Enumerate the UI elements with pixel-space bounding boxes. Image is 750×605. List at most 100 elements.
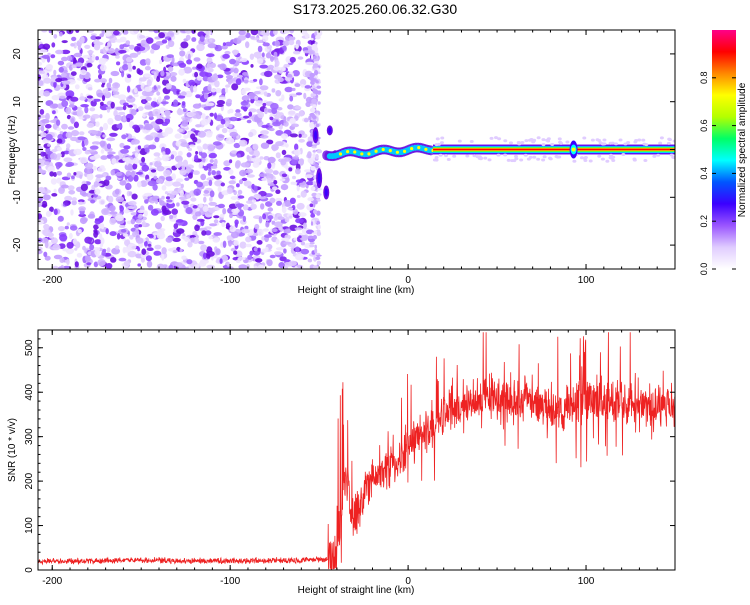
noise-speckle <box>268 127 275 132</box>
noise-speckle <box>48 30 53 34</box>
noise-speckle <box>271 228 278 233</box>
noise-speckle <box>315 123 320 128</box>
noise-speckle <box>82 54 91 59</box>
noise-speckle <box>65 107 72 115</box>
band-speckle <box>659 136 664 140</box>
noise-speckle <box>91 54 96 61</box>
noise-speckle <box>252 143 259 150</box>
noise-speckle <box>150 208 159 216</box>
noise-speckle <box>228 180 236 185</box>
noise-speckle <box>176 228 185 234</box>
noise-speckle <box>201 113 206 120</box>
noise-speckle <box>166 148 170 155</box>
noise-speckle <box>144 240 148 247</box>
noise-speckle <box>55 49 64 55</box>
noise-speckle <box>51 42 56 48</box>
noise-speckle <box>109 231 117 237</box>
band-speckle <box>600 157 605 161</box>
noise-speckle <box>210 88 217 93</box>
noise-speckle <box>274 59 280 67</box>
noise-speckle <box>69 232 73 240</box>
noise-speckle <box>144 86 153 92</box>
noise-speckle <box>162 151 166 156</box>
noise-speckle <box>229 116 238 122</box>
noise-speckle <box>267 215 274 220</box>
noise-speckle <box>110 169 116 176</box>
noise-speckle <box>179 189 184 197</box>
noise-speckle <box>135 253 143 258</box>
noise-speckle <box>196 181 204 188</box>
noise-speckle <box>56 146 63 152</box>
noise-speckle <box>198 164 203 169</box>
noise-speckle <box>240 162 250 168</box>
noise-speckle <box>180 91 187 96</box>
band-speckle <box>438 153 443 157</box>
noise-speckle <box>105 175 112 181</box>
noise-speckle <box>198 103 202 107</box>
noise-speckle <box>105 263 113 269</box>
noise-speckle <box>185 207 193 215</box>
noise-speckle <box>159 200 165 206</box>
noise-speckle <box>99 33 104 38</box>
band-speckle <box>497 137 502 141</box>
noise-speckle <box>139 180 148 188</box>
snr-ytick-label: 500 <box>24 339 35 356</box>
noise-speckle <box>315 35 321 40</box>
noise-speckle <box>84 106 89 114</box>
snr-ytick-label: 100 <box>24 517 35 534</box>
noise-speckle <box>296 202 305 210</box>
noise-speckle <box>184 236 190 242</box>
noise-speckle <box>198 240 205 245</box>
noise-speckle <box>186 152 192 158</box>
noise-speckle <box>253 78 258 82</box>
noise-speckle <box>220 182 225 187</box>
noise-speckle <box>261 124 269 129</box>
noise-speckle <box>295 246 300 253</box>
noise-speckle <box>42 43 51 50</box>
noise-speckle <box>287 110 296 117</box>
noise-speckle <box>298 138 305 143</box>
noise-speckle <box>186 59 193 65</box>
noise-speckle <box>154 244 162 250</box>
band-speckle <box>432 158 437 162</box>
noise-speckle <box>313 175 317 180</box>
noise-speckle <box>161 110 165 118</box>
noise-speckle <box>201 230 207 236</box>
noise-speckle <box>288 167 293 172</box>
noise-speckle <box>209 190 215 198</box>
noise-speckle <box>172 213 177 218</box>
noise-speckle <box>144 123 154 131</box>
noise-speckle <box>233 142 241 149</box>
noise-speckle <box>102 134 107 138</box>
noise-speckle <box>251 199 257 203</box>
noise-speckle <box>315 193 321 199</box>
noise-speckle <box>71 64 77 69</box>
noise-speckle <box>222 208 227 215</box>
noise-speckle <box>252 157 261 164</box>
noise-speckle <box>132 163 138 170</box>
band-speckle <box>608 156 613 160</box>
noise-speckle <box>157 85 161 89</box>
noise-speckle <box>71 36 77 42</box>
noise-speckle <box>94 239 102 245</box>
noise-speckle <box>262 213 267 220</box>
noise-speckle <box>64 259 69 263</box>
noise-speckle <box>270 55 274 62</box>
noise-speckle <box>86 62 93 68</box>
noise-speckle <box>61 100 69 108</box>
band-speckle <box>559 141 564 145</box>
noise-speckle <box>230 196 238 200</box>
noise-speckle <box>153 152 161 157</box>
noise-speckle <box>274 115 280 120</box>
band-speckle <box>517 142 522 146</box>
noise-speckle <box>295 253 304 261</box>
noise-speckle <box>237 74 243 78</box>
noise-speckle <box>291 161 297 165</box>
noise-speckle <box>100 237 105 245</box>
noise-speckle <box>161 39 168 44</box>
noise-speckle <box>223 160 231 167</box>
noise-speckle <box>125 182 132 191</box>
noise-speckle <box>309 203 314 207</box>
band-speckle <box>489 136 494 140</box>
noise-speckle <box>296 195 301 198</box>
